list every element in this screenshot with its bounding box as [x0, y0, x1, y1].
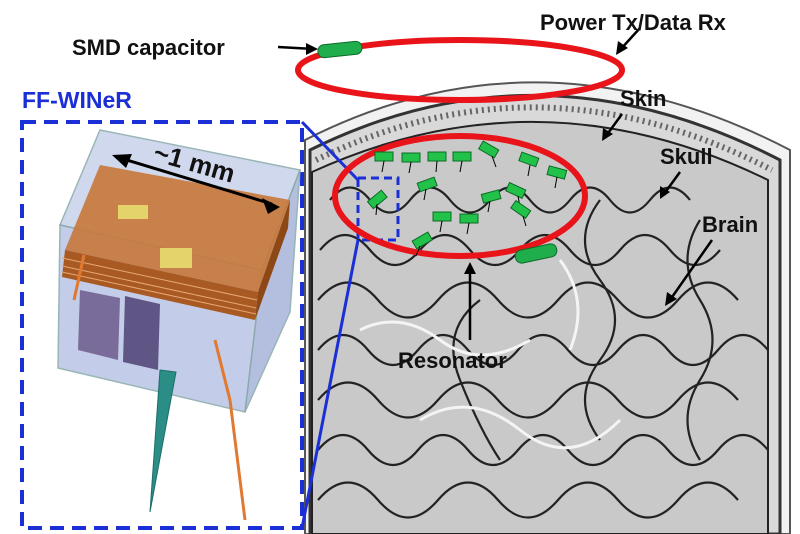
brain-label: Brain — [702, 212, 758, 237]
sulci-highlights — [359, 259, 622, 450]
implant — [374, 151, 394, 173]
implant — [480, 189, 502, 213]
brain-mass — [311, 120, 769, 534]
power-tx-coil — [295, 37, 625, 103]
smd-capacitor — [317, 40, 363, 59]
resonator-capacitor — [514, 243, 558, 264]
zoom-line-bottom — [300, 239, 360, 529]
skin-label: Skin — [620, 86, 666, 111]
implant — [416, 176, 438, 201]
implant — [518, 151, 540, 177]
implant — [427, 151, 447, 173]
brain-illustration — [304, 81, 791, 534]
callout-arrows — [277, 27, 714, 340]
implant — [478, 140, 500, 168]
implant — [432, 211, 452, 233]
power-tx-label: Power Tx/Data Rx — [540, 10, 727, 35]
resonator-label: Resonator — [398, 348, 507, 373]
implant — [366, 189, 388, 216]
skull-dots — [314, 104, 774, 173]
needle-electrode — [149, 369, 177, 513]
resonator-ring — [332, 133, 588, 259]
implant — [401, 152, 421, 174]
skull-label: Skull — [660, 144, 713, 169]
ff-winer-inset: ~1 mm — [20, 120, 360, 530]
smd-capacitor-label: SMD capacitor — [72, 35, 225, 60]
implant — [452, 151, 472, 173]
implant — [546, 165, 568, 189]
device-cube — [57, 129, 302, 413]
ff-winer-label: FF-WINeR — [22, 87, 132, 113]
implant — [459, 213, 479, 235]
implant — [510, 199, 532, 227]
implant-array — [366, 140, 568, 257]
implant — [411, 231, 433, 257]
dimension-arrow — [112, 154, 280, 214]
orange-lead — [213, 339, 247, 521]
